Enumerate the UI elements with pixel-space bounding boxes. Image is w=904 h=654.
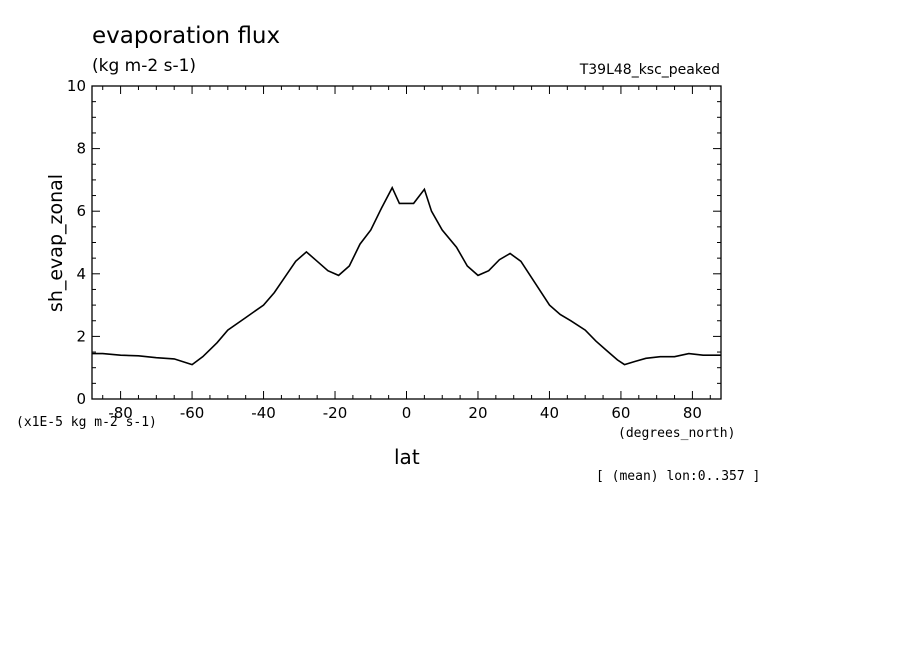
- y-tick-label: 10: [67, 77, 86, 95]
- x-tick-label: -60: [180, 404, 205, 422]
- x-tick-label: 0: [402, 404, 412, 422]
- chart-title: evaporation flux: [92, 23, 281, 49]
- x-tick-label: 80: [683, 404, 702, 422]
- y-tick-label: 4: [76, 265, 86, 283]
- x-tick-label: 60: [611, 404, 630, 422]
- x-tick-label: -20: [323, 404, 348, 422]
- y-tick-label: 6: [76, 202, 86, 220]
- x-tick-label: -80: [108, 404, 133, 422]
- run-label: T39L48_ksc_peaked: [579, 62, 720, 78]
- footnote: [ (mean) lon:0..357 ]: [596, 469, 761, 484]
- x-tick-label: 40: [540, 404, 559, 422]
- y-tick-label: 2: [76, 327, 86, 345]
- x-tick-label: 20: [468, 404, 487, 422]
- x-axis-units: (degrees_north): [618, 426, 736, 441]
- y-scale-note: (x1E-5 kg m-2 s-1): [16, 415, 157, 430]
- plot-frame: [91, 85, 722, 400]
- series-line: [92, 185, 721, 366]
- y-tick-label: 0: [76, 390, 86, 408]
- x-tick-label: -40: [251, 404, 276, 422]
- y-tick-label: 8: [76, 140, 86, 158]
- chart-subtitle-units: (kg m-2 s-1): [92, 56, 197, 76]
- x-axis-label: lat: [394, 445, 420, 469]
